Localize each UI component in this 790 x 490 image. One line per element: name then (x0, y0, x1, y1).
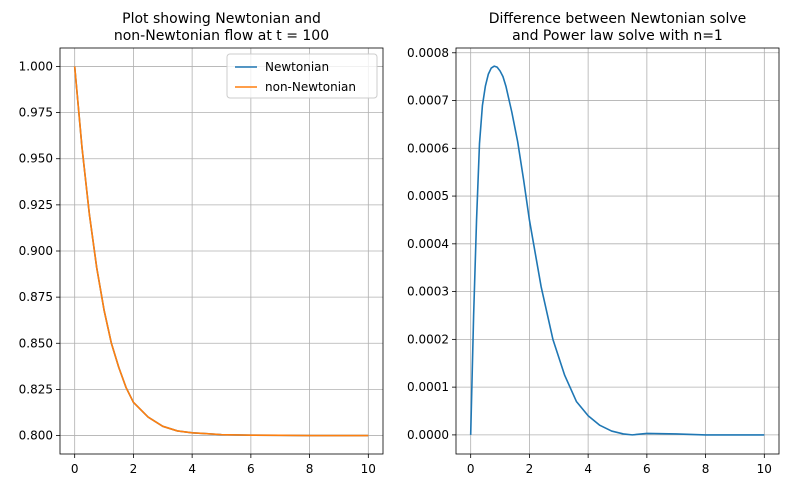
right-y-tick-label-0: 0.0000 (407, 428, 449, 442)
right-x-tick-label-4: 8 (702, 462, 710, 476)
left-x-tick-label-2: 4 (188, 462, 196, 476)
left-x-tick-label-5: 10 (361, 462, 376, 476)
right-series-line-0 (469, 65, 765, 436)
right-y-tick-label-5: 0.0005 (407, 189, 449, 203)
left-y-tick-label-3: 0.875 (19, 290, 53, 304)
left-y-tick-label-8: 1.000 (19, 59, 53, 73)
left-x-tick-label-4: 8 (306, 462, 314, 476)
right-y-tick-label-4: 0.0004 (407, 237, 449, 251)
right-y-tick-label-7: 0.0007 (407, 94, 449, 108)
right-plot-title-line-1: Difference between Newtonian solve (489, 11, 747, 27)
right-y-tick-label-6: 0.0006 (407, 141, 449, 155)
right-x-tick-label-2: 4 (584, 462, 592, 476)
legend-label-1: non-Newtonian (265, 80, 356, 94)
left-y-tick-label-7: 0.975 (19, 106, 53, 120)
legend: Newtonian non-Newtonian (226, 53, 378, 99)
left-plot-panel: Plot showing Newtonian and non-Newtonian… (19, 11, 384, 476)
right-x-tick-label-0: 0 (467, 462, 475, 476)
right-x-tick-label-3: 6 (643, 462, 651, 476)
left-y-tick-label-0: 0.800 (19, 429, 53, 443)
right-x-tick-label-1: 2 (526, 462, 534, 476)
left-x-tick-label-0: 0 (71, 462, 79, 476)
right-y-tick-label-3: 0.0003 (407, 285, 449, 299)
right-y-tick-label-8: 0.0008 (407, 46, 449, 60)
legend-box (226, 53, 378, 99)
left-x-tick-label-1: 2 (130, 462, 138, 476)
right-plot-frame (455, 47, 780, 455)
left-plot-title-line-1: Plot showing Newtonian and (122, 11, 321, 27)
left-y-tick-label-6: 0.950 (19, 152, 53, 166)
left-y-tick-label-2: 0.850 (19, 336, 53, 350)
left-y-tick-label-1: 0.825 (19, 382, 53, 396)
left-x-tick-label-3: 6 (247, 462, 255, 476)
legend-label-0: Newtonian (265, 60, 329, 74)
right-x-tick-label-5: 10 (757, 462, 772, 476)
left-series-line-1 (73, 66, 369, 437)
left-plot-title-line-2: non-Newtonian flow at t = 100 (114, 28, 329, 44)
left-y-tick-label-5: 0.925 (19, 198, 53, 212)
left-y-tick-label-4: 0.900 (19, 244, 53, 258)
right-plot-title-line-2: and Power law solve with n=1 (512, 28, 723, 44)
right-plot-panel: Difference between Newtonian solve and P… (407, 11, 780, 476)
right-y-tick-label-2: 0.0002 (407, 332, 449, 346)
right-y-tick-label-1: 0.0001 (407, 380, 449, 394)
